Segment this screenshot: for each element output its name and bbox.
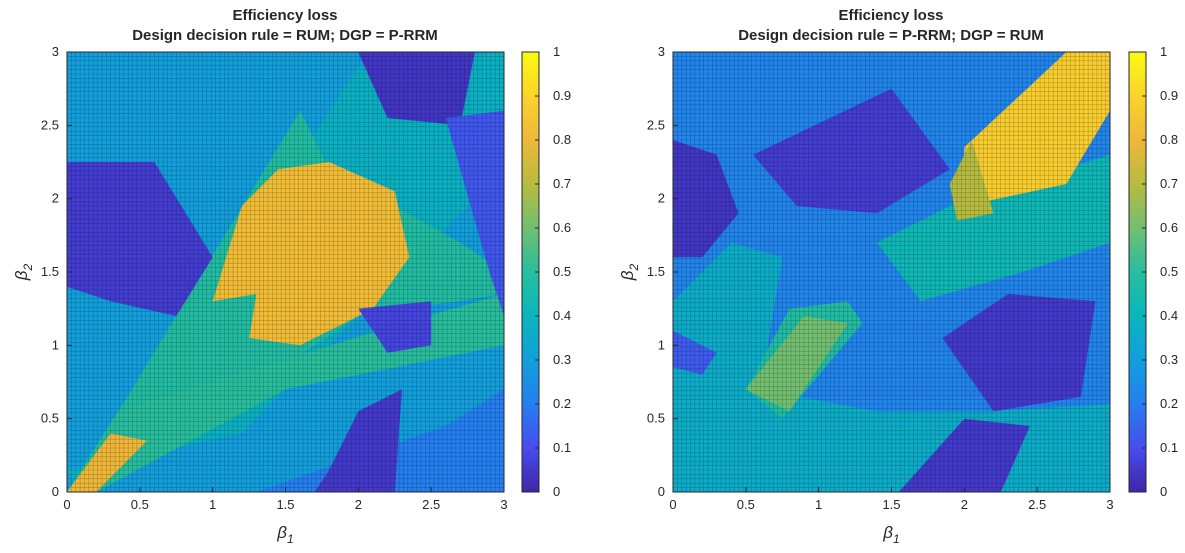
heatmap-region-6 bbox=[949, 140, 994, 221]
y-tick-label: 0 bbox=[658, 484, 665, 499]
colorbar-tick-label: 0.3 bbox=[1160, 352, 1178, 367]
chart-1: Efficiency loss Design decision rule = RU… bbox=[12, 7, 571, 546]
colorbar-tick-label: 0.5 bbox=[553, 264, 571, 279]
chart-subtitle: Design decision rule = P-RRM; DGP = RUM bbox=[738, 27, 1044, 44]
chart-subtitle: Design decision rule = RUM; DGP = P-RRM bbox=[132, 27, 438, 44]
y-tick-label: 0.5 bbox=[647, 411, 665, 426]
x-tick-label: 2 bbox=[355, 497, 362, 512]
heatmap-region-8 bbox=[753, 88, 950, 214]
colorbar-tick-label: 1 bbox=[1160, 44, 1167, 59]
x-axis-label: β1 bbox=[882, 523, 899, 546]
colorbar-tick-label: 0.4 bbox=[553, 308, 571, 323]
colorbar-tick-label: 0.5 bbox=[1160, 264, 1178, 279]
colorbar-tick-label: 0.6 bbox=[553, 220, 571, 235]
colorbar-tick-label: 0 bbox=[553, 484, 560, 499]
heatmap-region-10 bbox=[898, 418, 1030, 492]
y-tick-label: 1.5 bbox=[647, 264, 665, 279]
chart-2: Efficiency loss Design decision rule = P-… bbox=[618, 7, 1178, 546]
heatmap-area bbox=[67, 52, 504, 492]
heatmap-region-7 bbox=[67, 162, 213, 316]
chart-title: Efficiency loss bbox=[232, 7, 337, 24]
x-tick-label: 0.5 bbox=[737, 497, 755, 512]
colorbar-tick-label: 0.2 bbox=[553, 396, 571, 411]
x-tick-label: 1.5 bbox=[882, 497, 900, 512]
grid-mesh bbox=[673, 52, 1110, 492]
colorbar-tick-label: 0.4 bbox=[1160, 308, 1178, 323]
y-tick-label: 0.5 bbox=[41, 411, 59, 426]
x-tick-label: 3 bbox=[1106, 497, 1113, 512]
heatmap-area bbox=[673, 52, 1110, 492]
x-tick-label: 2.5 bbox=[422, 497, 440, 512]
y-tick-label: 1 bbox=[52, 337, 59, 352]
colorbar-tick-label: 0.9 bbox=[553, 88, 571, 103]
colorbar-tick-label: 0.8 bbox=[553, 132, 571, 147]
y-tick-label: 2 bbox=[658, 191, 665, 206]
heatmap-region-5 bbox=[964, 52, 1110, 206]
heatmap-region-4 bbox=[745, 316, 848, 412]
heatmap-region-5 bbox=[212, 162, 410, 346]
y-tick-label: 2.5 bbox=[41, 117, 59, 132]
y-tick-label: 2.5 bbox=[647, 117, 665, 132]
heatmap-region-11 bbox=[673, 330, 717, 375]
x-tick-label: 0 bbox=[669, 497, 676, 512]
grid-mesh bbox=[67, 52, 504, 492]
heatmap-region-9 bbox=[358, 52, 475, 126]
colorbar-tick-label: 0.8 bbox=[1160, 132, 1178, 147]
x-tick-label: 0 bbox=[63, 497, 70, 512]
y-tick-label: 3 bbox=[52, 44, 59, 59]
heatmap-region-8 bbox=[314, 389, 402, 492]
colorbar-tick-label: 0.1 bbox=[1160, 440, 1178, 455]
y-tick-label: 0 bbox=[52, 484, 59, 499]
colorbar-tick-label: 0.9 bbox=[1160, 88, 1178, 103]
heatmap-region-6 bbox=[67, 433, 148, 492]
heatmap-region-2 bbox=[876, 154, 1110, 302]
colorbar-tick-label: 0 bbox=[1160, 484, 1167, 499]
x-axis-label: β1 bbox=[276, 523, 293, 546]
colorbar-tick-label: 0.1 bbox=[553, 440, 571, 455]
heatmap-region-10 bbox=[445, 110, 504, 316]
y-axis-label: β2 bbox=[12, 263, 35, 281]
colorbar-tick-label: 0.6 bbox=[1160, 220, 1178, 235]
y-tick-label: 2 bbox=[52, 191, 59, 206]
colorbar-tick-label: 0.7 bbox=[1160, 176, 1178, 191]
x-tick-label: 1 bbox=[209, 497, 216, 512]
colorbar-tick-label: 0.7 bbox=[553, 176, 571, 191]
y-axis-label: β2 bbox=[618, 263, 641, 281]
x-tick-label: 1.5 bbox=[276, 497, 294, 512]
x-tick-label: 1 bbox=[815, 497, 822, 512]
y-tick-label: 1.5 bbox=[41, 264, 59, 279]
x-tick-label: 0.5 bbox=[131, 497, 149, 512]
chart-title: Efficiency loss bbox=[838, 7, 943, 24]
y-tick-label: 3 bbox=[658, 44, 665, 59]
colorbar-tick-label: 1 bbox=[553, 44, 560, 59]
colorbar-tick-label: 0.2 bbox=[1160, 396, 1178, 411]
heatmap-region-9 bbox=[942, 294, 1096, 412]
colorbar-tick-label: 0.3 bbox=[553, 352, 571, 367]
x-tick-label: 2.5 bbox=[1028, 497, 1046, 512]
x-tick-label: 3 bbox=[500, 497, 507, 512]
x-tick-label: 2 bbox=[961, 497, 968, 512]
y-tick-label: 1 bbox=[658, 337, 665, 352]
heatmap-region-11 bbox=[358, 301, 432, 353]
heatmap-region-7 bbox=[673, 140, 739, 258]
